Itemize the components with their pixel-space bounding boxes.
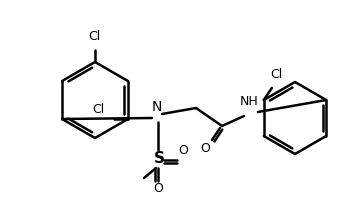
- Text: O: O: [178, 144, 188, 157]
- Text: Cl: Cl: [270, 68, 282, 81]
- Text: O: O: [153, 182, 163, 195]
- Text: O: O: [200, 142, 210, 155]
- Text: NH: NH: [240, 95, 259, 108]
- Text: N: N: [152, 100, 162, 114]
- Text: Cl: Cl: [88, 30, 100, 43]
- Text: Cl: Cl: [92, 103, 104, 116]
- Text: S: S: [154, 151, 165, 166]
